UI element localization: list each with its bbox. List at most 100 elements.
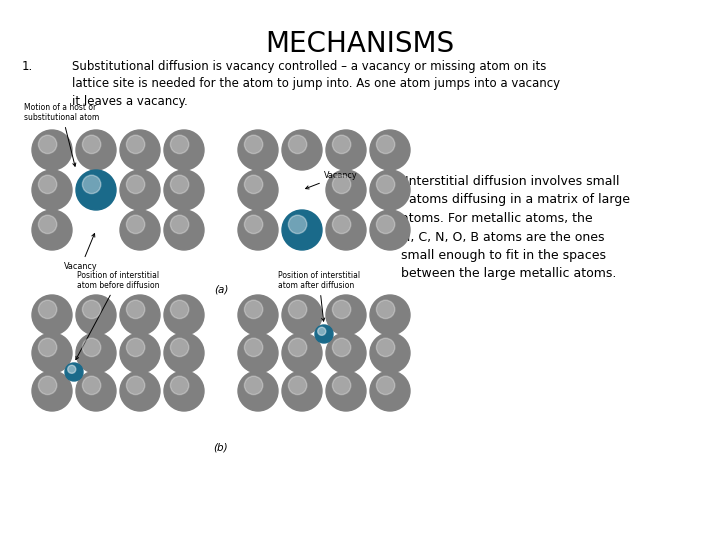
Circle shape	[76, 295, 116, 335]
Circle shape	[38, 338, 57, 356]
Circle shape	[32, 371, 72, 411]
Circle shape	[244, 215, 263, 234]
Circle shape	[120, 371, 160, 411]
Circle shape	[164, 170, 204, 210]
Text: (a): (a)	[214, 284, 228, 294]
Circle shape	[289, 376, 307, 395]
Circle shape	[244, 300, 263, 319]
Circle shape	[82, 135, 101, 153]
Circle shape	[171, 135, 189, 153]
Circle shape	[377, 338, 395, 356]
Circle shape	[326, 130, 366, 170]
Circle shape	[32, 130, 72, 170]
Circle shape	[238, 371, 278, 411]
Text: Interstitial diffusion involves small
  atoms diffusing in a matrix of large
ato: Interstitial diffusion involves small at…	[401, 175, 630, 280]
Circle shape	[377, 215, 395, 234]
Circle shape	[120, 295, 160, 335]
Circle shape	[32, 170, 72, 210]
Circle shape	[38, 300, 57, 319]
Circle shape	[377, 175, 395, 194]
Circle shape	[333, 135, 351, 153]
Circle shape	[127, 376, 145, 395]
Circle shape	[127, 300, 145, 319]
Circle shape	[238, 170, 278, 210]
Circle shape	[127, 338, 145, 356]
Circle shape	[333, 300, 351, 319]
Circle shape	[370, 295, 410, 335]
Circle shape	[377, 135, 395, 153]
Circle shape	[171, 215, 189, 234]
Circle shape	[370, 371, 410, 411]
Text: Vacancy: Vacancy	[305, 171, 358, 189]
Circle shape	[377, 300, 395, 319]
Circle shape	[238, 210, 278, 250]
Circle shape	[326, 295, 366, 335]
Circle shape	[238, 295, 278, 335]
Circle shape	[120, 210, 160, 250]
Text: Position of interstitial
atom before diffusion: Position of interstitial atom before dif…	[76, 271, 160, 360]
Circle shape	[244, 376, 263, 395]
Circle shape	[164, 295, 204, 335]
Circle shape	[127, 215, 145, 234]
Circle shape	[333, 175, 351, 194]
Circle shape	[120, 333, 160, 373]
Circle shape	[120, 130, 160, 170]
Circle shape	[32, 295, 72, 335]
Circle shape	[38, 215, 57, 234]
Text: Position of interstitial
atom after diffusion: Position of interstitial atom after diff…	[278, 271, 360, 321]
Circle shape	[333, 215, 351, 234]
Circle shape	[164, 333, 204, 373]
Circle shape	[326, 333, 366, 373]
Circle shape	[244, 175, 263, 194]
Circle shape	[370, 130, 410, 170]
Circle shape	[326, 210, 366, 250]
Text: MECHANISMS: MECHANISMS	[266, 30, 454, 58]
Circle shape	[282, 210, 322, 250]
Circle shape	[38, 135, 57, 153]
Circle shape	[289, 338, 307, 356]
Circle shape	[120, 170, 160, 210]
Circle shape	[127, 175, 145, 194]
Circle shape	[370, 333, 410, 373]
Circle shape	[244, 338, 263, 356]
Circle shape	[82, 300, 101, 319]
Text: 2.: 2.	[385, 175, 398, 188]
Circle shape	[244, 135, 263, 153]
Circle shape	[370, 210, 410, 250]
Circle shape	[38, 376, 57, 395]
Circle shape	[164, 130, 204, 170]
Circle shape	[282, 333, 322, 373]
Text: Substitutional diffusion is vacancy controlled – a vacancy or missing atom on it: Substitutional diffusion is vacancy cont…	[72, 60, 560, 108]
Circle shape	[315, 325, 333, 343]
Circle shape	[164, 371, 204, 411]
Circle shape	[32, 210, 72, 250]
Circle shape	[289, 215, 307, 234]
Circle shape	[32, 333, 72, 373]
Circle shape	[82, 338, 101, 356]
Circle shape	[318, 327, 325, 335]
Circle shape	[282, 371, 322, 411]
Circle shape	[326, 371, 366, 411]
Circle shape	[82, 175, 101, 194]
Circle shape	[238, 333, 278, 373]
Circle shape	[171, 376, 189, 395]
Text: Vacancy: Vacancy	[64, 234, 98, 271]
Circle shape	[65, 363, 83, 381]
Circle shape	[282, 295, 322, 335]
Text: Motion of a host or
substitutional atom: Motion of a host or substitutional atom	[24, 103, 99, 166]
Circle shape	[333, 376, 351, 395]
Circle shape	[289, 300, 307, 319]
Circle shape	[171, 300, 189, 319]
Text: (b): (b)	[214, 443, 228, 453]
Circle shape	[289, 135, 307, 153]
Circle shape	[38, 175, 57, 194]
Circle shape	[127, 135, 145, 153]
Circle shape	[377, 376, 395, 395]
Circle shape	[326, 170, 366, 210]
Circle shape	[238, 130, 278, 170]
Text: 1.: 1.	[22, 60, 33, 73]
Circle shape	[76, 333, 116, 373]
Circle shape	[68, 365, 76, 373]
Circle shape	[76, 170, 116, 210]
Circle shape	[76, 371, 116, 411]
